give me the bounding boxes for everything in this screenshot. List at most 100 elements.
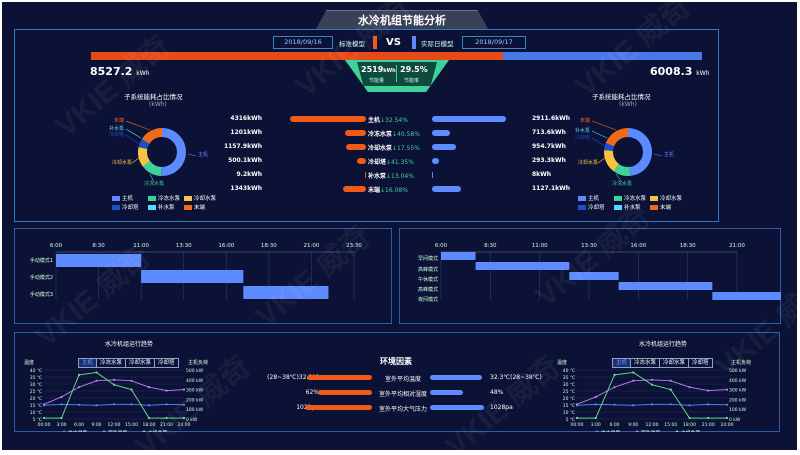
legend-item[interactable]: 补水泵 [148, 204, 184, 213]
subsystem-label: 冷却塔 [368, 159, 387, 166]
y2-tick: 0 kW [186, 417, 198, 423]
y2-axis-label: 主机负荷 [731, 359, 751, 366]
donut-leader [149, 173, 155, 183]
legend-item[interactable]: 末端 [184, 204, 220, 213]
y1-tick: 10 ℃ [563, 410, 575, 416]
trend-point [632, 379, 635, 382]
env-left-bar [305, 405, 372, 410]
x-tick: 24:00 [721, 422, 734, 428]
env-right-value: 32.3℃(28~38℃) [490, 374, 542, 381]
subsystem-name: 冷冻水泵↓40.58% [368, 129, 420, 138]
trend-tab[interactable]: 冷却塔 [688, 358, 713, 368]
legend-item[interactable]: 冷却水泵 [650, 195, 686, 204]
trend-point [594, 403, 597, 406]
x-tick: 21:00 [160, 422, 173, 428]
subsystem-name: 末端↓16.08% [368, 185, 408, 194]
trend-point [594, 395, 597, 399]
energy-compare-panel [14, 29, 719, 222]
time-tick: 16:00 [218, 243, 234, 249]
legend-swatch [148, 196, 156, 201]
trend-point [688, 416, 691, 420]
donut-leader [597, 157, 606, 164]
y1-tick: 15 ℃ [30, 403, 42, 409]
time-tick: 18:30 [680, 243, 696, 249]
donut-label: 冷却水泵 [578, 159, 598, 166]
y1-tick: 35 ℃ [563, 375, 575, 381]
trend-point [42, 416, 46, 420]
legend-label: 冷却水泵 [194, 196, 217, 202]
row-label: 早间模式 [418, 255, 438, 262]
legend-item[interactable]: 末端 [650, 204, 686, 213]
donut-label: 末端 [114, 117, 124, 124]
legend-swatch [650, 205, 658, 210]
trend-point [147, 416, 151, 420]
legend-item[interactable]: 冷冻水泵 [614, 195, 650, 204]
schedule-chart-right: 6:00 8:30 11:00 13:30 16:00 18:30 21:00 早间模式高峰模… [418, 243, 781, 303]
trend-point [613, 403, 616, 406]
x-tick: 15:00 [664, 422, 677, 428]
subsystem-right-bar [432, 116, 506, 122]
subsystem-right-value: 954.7kWh [532, 143, 566, 150]
trend-point [165, 389, 168, 392]
y1-tick: 30 ℃ [563, 382, 575, 388]
legend-swatch [148, 205, 156, 210]
legend-item[interactable]: 主机 [112, 195, 148, 204]
legend-swatch [184, 205, 192, 210]
time-tick: 8:30 [92, 243, 105, 249]
donut-slice [138, 138, 150, 149]
subsystem-left-bar [346, 144, 366, 150]
y2-tick: 300 kW [186, 388, 204, 394]
subsystem-right-bar [432, 144, 457, 150]
y2-tick: 100 kW [186, 407, 204, 413]
trend-panel [14, 332, 780, 432]
subsystem-label: 补水泵 [368, 173, 387, 180]
legend-item[interactable]: 冷却水泵 [184, 195, 220, 204]
schedule-bar [243, 286, 329, 299]
trend-point [77, 373, 81, 376]
x-tick: 21:00 [702, 422, 715, 428]
legend-item[interactable]: 冷却塔 [578, 204, 614, 213]
donut-leader [591, 120, 617, 131]
trend-tab[interactable]: 冷却塔 [154, 358, 179, 368]
trend-point [130, 388, 133, 391]
env-left-bar [317, 390, 372, 395]
trend-point [112, 383, 116, 386]
legend-item[interactable]: 主机 [578, 195, 614, 204]
trend-point [165, 416, 168, 420]
subsystem-right-bar [432, 158, 440, 164]
legend-item[interactable]: 补水泵 [614, 204, 650, 213]
subsystem-left-value: 4316kWh [230, 115, 262, 122]
subsystem-right-value: 1127.1kWh [532, 185, 571, 192]
trend-point [688, 386, 691, 389]
donut-slice [604, 150, 619, 172]
legend-item[interactable]: 冷却塔 [112, 204, 148, 213]
subsystem-name: 补水泵↓13.04% [368, 171, 414, 180]
legend-marker [635, 430, 639, 432]
actual-date[interactable]: 2018/09/17 [462, 36, 526, 49]
row-label: 夜间模式 [418, 296, 438, 303]
trend-point [112, 403, 116, 406]
y2-tick: 500 kW [729, 368, 747, 374]
y1-tick: 25 ℃ [30, 389, 42, 395]
y1-axis-label: 温度 [24, 359, 34, 366]
subsystem-label: 冷却水泵 [368, 145, 393, 152]
row-label: 午休模式 [418, 276, 438, 283]
y1-tick: 15 ℃ [563, 403, 575, 409]
legend-text: 室外温度 [641, 429, 660, 432]
subsystem-right-value: 8kWh [532, 171, 552, 178]
donut-leader [653, 153, 663, 157]
left-donut-unit: (kWh) [149, 101, 167, 108]
legend-swatch [184, 196, 192, 201]
baseline-label: 标准模型 [339, 40, 365, 48]
trend-right-tabs: 主机 冷冻水泵 冷却水泵 冷却塔 [612, 349, 713, 368]
x-tick: 9:00 [91, 422, 101, 428]
baseline-date[interactable]: 2018/09/16 [273, 36, 333, 49]
trend-point [112, 378, 116, 381]
trend-line [576, 379, 728, 405]
legend-label: 补水泵 [158, 205, 175, 211]
donut-slice [628, 128, 652, 176]
legend-item[interactable]: 冷冻水泵 [148, 195, 184, 204]
trend-point [95, 379, 98, 382]
donut-label: 冷却水泵 [112, 159, 132, 166]
